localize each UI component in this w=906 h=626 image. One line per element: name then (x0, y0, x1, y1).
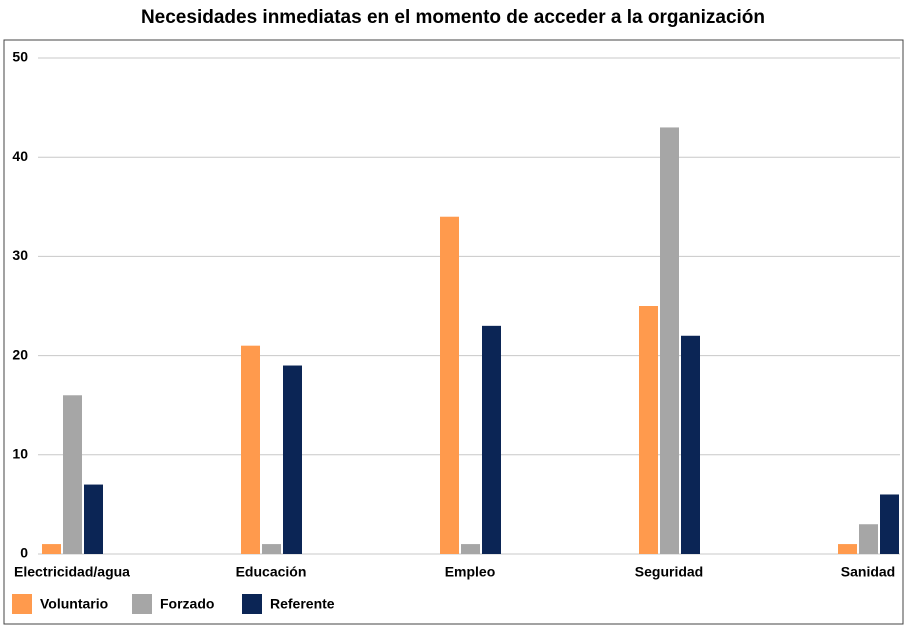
chart-frame (3, 39, 904, 625)
x-tick-label: Educación (236, 564, 307, 580)
bar (660, 127, 679, 554)
bar (838, 544, 857, 554)
bar (84, 484, 103, 554)
y-tick-label: 0 (20, 545, 28, 561)
y-tick-label: 10 (12, 446, 28, 462)
bar (859, 524, 878, 554)
x-tick-label: Electricidad/agua (14, 564, 130, 580)
bar (262, 544, 281, 554)
bar (42, 544, 61, 554)
x-tick-label: Empleo (445, 564, 496, 580)
legend-label: Referente (270, 596, 335, 612)
x-tick-label: Sanidad (841, 564, 895, 580)
legend-label: Voluntario (40, 596, 108, 612)
bar (482, 325, 501, 554)
legend-label: Forzado (160, 596, 214, 612)
chart-title: Necesidades inmediatas en el momento de … (141, 7, 765, 28)
bar (681, 335, 700, 554)
bar (880, 494, 899, 554)
y-tick-label: 30 (12, 247, 28, 263)
bar (461, 544, 480, 554)
x-tick-label: Seguridad (635, 564, 703, 580)
legend-swatch (132, 594, 152, 614)
y-tick-label: 20 (12, 346, 28, 362)
legend-swatch (242, 594, 262, 614)
y-tick-label: 50 (12, 49, 28, 65)
legend-swatch (12, 594, 32, 614)
bar (241, 345, 260, 554)
bar (639, 306, 658, 554)
bar (63, 395, 82, 554)
bar (283, 365, 302, 554)
bar (440, 216, 459, 554)
y-tick-label: 40 (12, 148, 28, 164)
